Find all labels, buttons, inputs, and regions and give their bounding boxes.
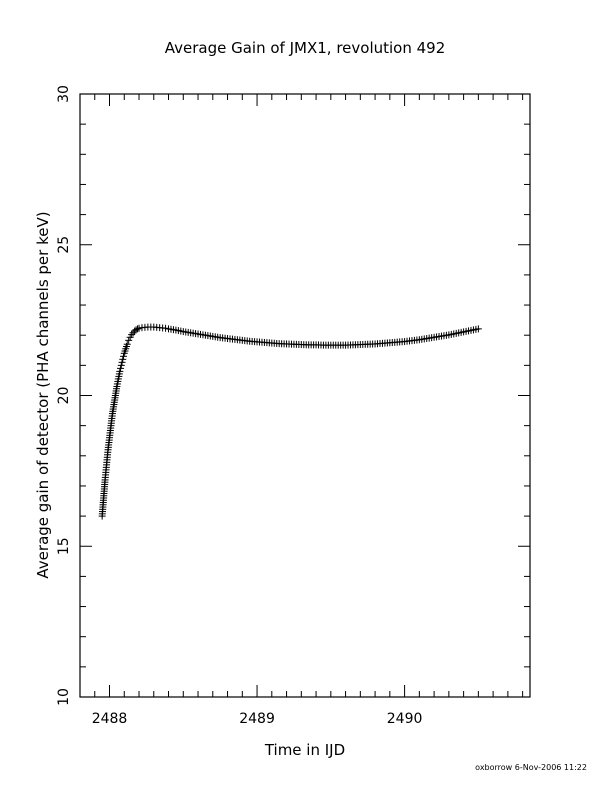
data-point [162, 324, 170, 332]
data-point [125, 336, 133, 344]
data-point [129, 329, 137, 337]
y-tick-label: 10 [56, 688, 72, 706]
data-series [98, 323, 482, 520]
footer-credit: oxborrow 6-Nov-2006 11:22 [475, 763, 587, 772]
x-tick-label: 2488 [92, 711, 128, 727]
y-tick-label: 20 [56, 387, 72, 405]
y-axis: 10 15 20 25 30 [56, 85, 530, 706]
data-point [117, 364, 125, 372]
data-point [134, 325, 142, 333]
y-tick-label: 25 [56, 236, 72, 254]
data-point [132, 326, 140, 334]
data-point [120, 352, 128, 360]
data-point [135, 324, 143, 332]
x-axis: 2488 2489 2490 [79, 94, 524, 727]
y-axis-label: Average gain of detector (PHA channels p… [34, 211, 52, 578]
x-tick-label: 2490 [387, 711, 423, 727]
data-point [117, 361, 125, 369]
data-point [474, 325, 482, 333]
x-tick-label: 2489 [239, 711, 275, 727]
data-point [123, 340, 131, 348]
data-point [116, 367, 124, 375]
data-point [119, 355, 127, 363]
data-point [118, 358, 126, 366]
data-point [128, 331, 136, 339]
chart-title: Average Gain of JMX1, revolution 492 [165, 39, 446, 57]
plot-frame [79, 93, 531, 698]
y-tick-label: 30 [56, 85, 72, 103]
y-tick-label: 15 [56, 537, 72, 555]
x-axis-label: Time in IJD [264, 741, 345, 759]
